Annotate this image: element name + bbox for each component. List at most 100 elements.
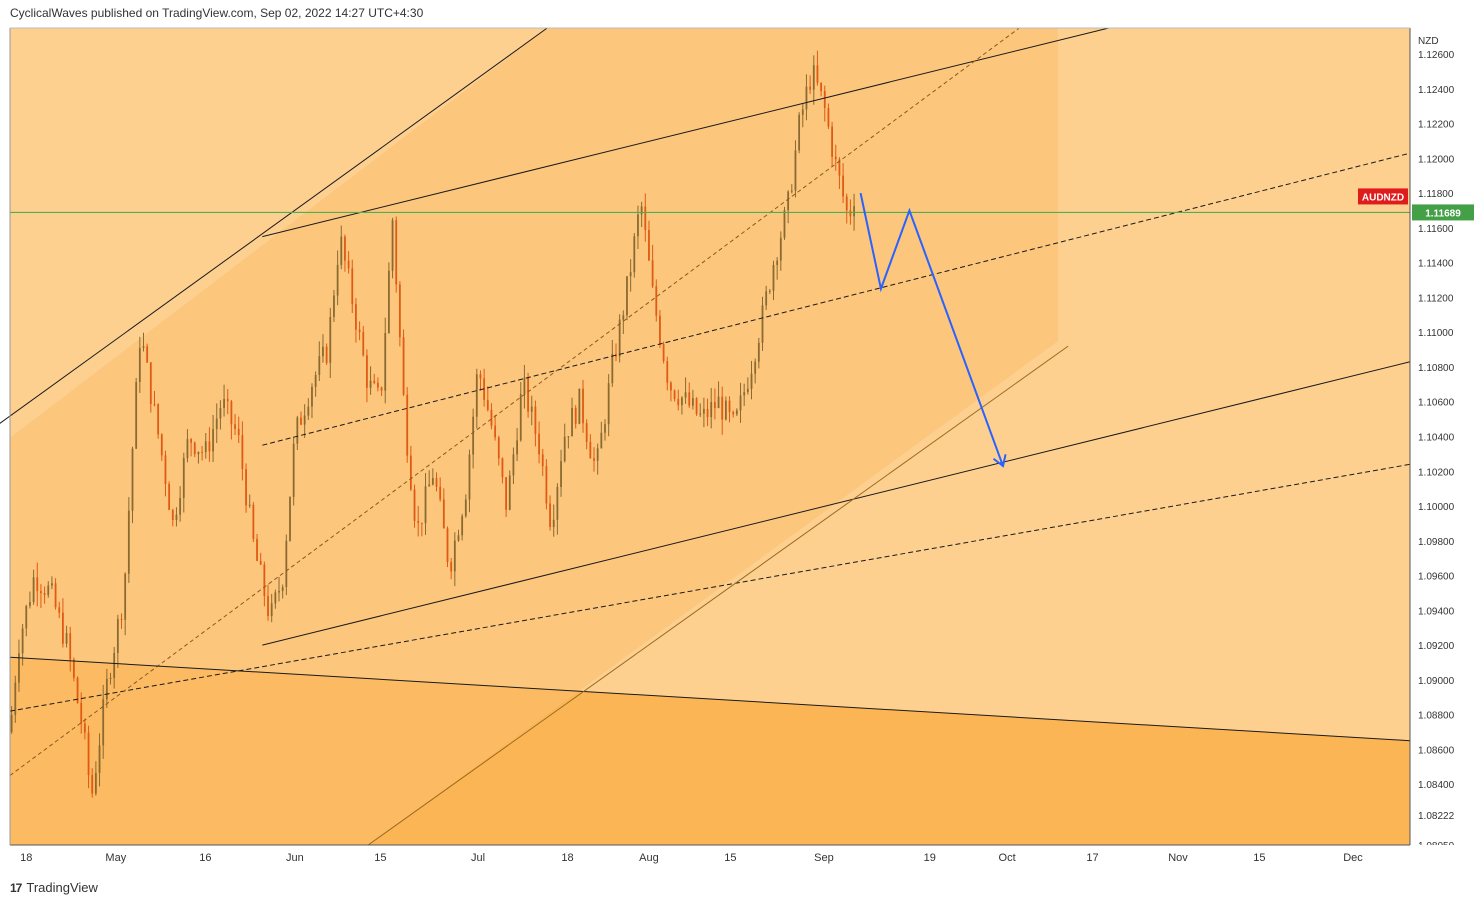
candle-body <box>688 392 691 406</box>
candle-body <box>508 475 511 510</box>
candle-body <box>94 772 97 794</box>
candle-body <box>530 406 533 412</box>
price-tick-label: 1.08222 <box>1418 811 1455 822</box>
candle-body <box>431 478 434 485</box>
candle-body <box>589 441 592 459</box>
candle-body <box>420 522 423 524</box>
candle-body <box>113 653 116 678</box>
symbol-badge <box>1358 188 1408 205</box>
candle-body <box>787 191 790 211</box>
candle-body <box>637 214 639 237</box>
candle-body <box>831 126 833 157</box>
candle-body <box>153 404 156 406</box>
candle-body <box>241 435 244 470</box>
candle-body <box>519 393 522 441</box>
time-tick-label: 15 <box>724 852 736 864</box>
candle-body <box>25 605 28 629</box>
candle-body <box>322 346 324 357</box>
candle-body <box>314 375 317 387</box>
price-tick-label: 1.11000 <box>1418 328 1454 339</box>
candle-body <box>142 346 145 348</box>
candle-body <box>395 220 398 285</box>
candle-body <box>146 346 149 363</box>
candle-body <box>681 397 683 406</box>
time-tick-label: 15 <box>1253 852 1265 864</box>
price-tick-label: 1.10400 <box>1418 433 1455 444</box>
candle-body <box>479 374 482 379</box>
candle-body <box>442 499 445 529</box>
price-tick-label: 1.11400 <box>1418 259 1454 270</box>
candle-body <box>197 451 200 455</box>
time-tick-label: Jul <box>471 852 485 864</box>
candle-body <box>76 677 79 703</box>
time-tick-label: 19 <box>924 852 936 864</box>
candle-body <box>746 388 749 393</box>
candle-body <box>62 612 64 644</box>
trendline-lower-channel-line <box>262 361 1411 646</box>
candle-body <box>300 417 302 425</box>
trendline-mid-channel-dashed <box>262 152 1411 446</box>
candle-body <box>739 395 742 411</box>
candle-body <box>571 407 573 437</box>
candle-body <box>311 386 313 407</box>
candle-body <box>248 504 251 506</box>
candle-body <box>501 458 504 478</box>
time-tick-label: Aug <box>639 852 659 864</box>
candle-body <box>838 159 841 176</box>
candle-body <box>706 408 709 418</box>
candle-body <box>692 398 694 406</box>
candle-body <box>289 496 291 541</box>
price-tick-label: 1.09400 <box>1418 606 1455 617</box>
trendline-upper-channel-line <box>262 27 1109 238</box>
candle-body <box>303 415 306 425</box>
price-tick-label: 1.09800 <box>1418 537 1455 548</box>
candle-body <box>182 458 185 498</box>
candle-body <box>662 344 665 362</box>
candle-body <box>116 618 119 654</box>
candle-body <box>754 361 757 374</box>
candle-body <box>490 409 493 426</box>
candle-body <box>801 109 804 115</box>
candle-body <box>54 583 57 608</box>
time-tick-label: 17 <box>1086 852 1098 864</box>
candle-body <box>523 377 526 394</box>
candle-body <box>278 590 280 593</box>
candle-body <box>673 390 676 399</box>
candle-body <box>475 374 478 417</box>
candle-body <box>702 408 705 414</box>
candle-body <box>87 732 90 776</box>
candle-body <box>377 382 379 388</box>
candle-body <box>772 264 775 291</box>
candle-body <box>237 428 240 436</box>
price-chart[interactable]: NZD 1.12600 1.12400 1.12200 1.12000 1.11800 1.… <box>0 0 1478 880</box>
time-tick-label: Sep <box>814 852 834 864</box>
trendline-bottom-descending <box>9 656 1411 742</box>
candle-body <box>344 236 346 261</box>
candle-body <box>355 304 357 330</box>
candle-body <box>98 745 101 773</box>
candle-body <box>329 316 332 363</box>
candle-body <box>380 387 383 391</box>
candle-body <box>633 236 636 273</box>
candle-body <box>538 433 540 455</box>
candle-body <box>267 596 269 617</box>
candle-body <box>812 65 815 90</box>
candle-body <box>582 388 584 424</box>
candle-body <box>629 272 632 277</box>
candle-body <box>604 424 606 433</box>
time-tick-label: May <box>105 852 126 864</box>
candle-body <box>171 510 174 520</box>
candle-body <box>263 564 266 597</box>
candle-body <box>135 382 138 449</box>
candle-body <box>417 520 420 523</box>
diagonal-channel-zone <box>10 28 1058 845</box>
candle-body <box>845 196 848 211</box>
candle-body <box>340 236 343 265</box>
candle-body <box>387 270 390 333</box>
candle-body <box>768 290 771 292</box>
candle-body <box>651 260 654 287</box>
tradingview-brand: TradingView <box>26 880 98 895</box>
time-axis-background <box>0 845 1478 880</box>
candle-body <box>58 607 61 613</box>
candle-body <box>193 442 196 455</box>
